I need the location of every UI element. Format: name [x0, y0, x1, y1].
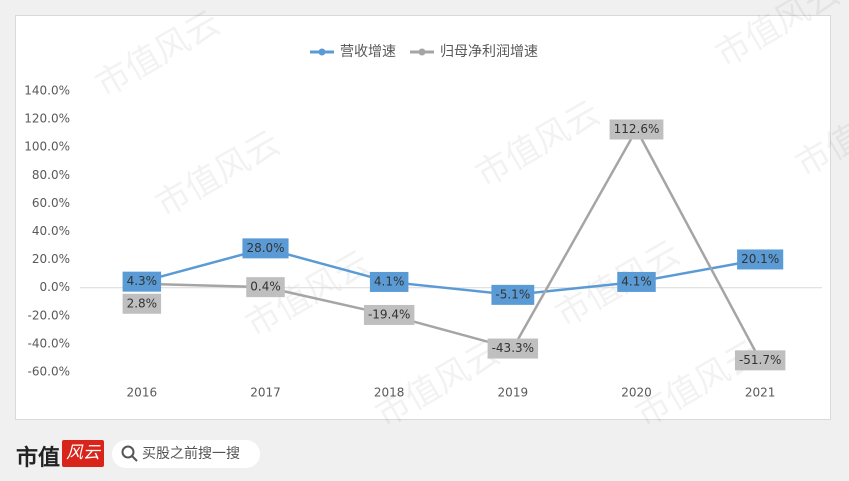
data-label-box	[242, 238, 289, 259]
x-tick-label: 2017	[250, 386, 281, 400]
data-label: -19.4%	[368, 307, 410, 321]
data-label-box	[246, 277, 285, 298]
y-tick-label: -60.0%	[28, 365, 70, 379]
y-tick-label: -40.0%	[28, 336, 70, 350]
data-label: 2.8%	[127, 296, 158, 310]
data-label: 20.1%	[741, 252, 779, 266]
data-label-box	[491, 284, 535, 305]
chart-panel	[15, 15, 831, 420]
y-tick-label: 60.0%	[32, 196, 70, 210]
data-label-box	[617, 271, 656, 292]
x-tick-label: 2020	[621, 386, 652, 400]
search-box[interactable]: 买股之前搜一搜	[112, 440, 260, 468]
logo-badge[interactable]: 风云	[62, 440, 104, 467]
data-label-box	[363, 304, 415, 325]
legend-label: 营收增速	[340, 44, 396, 60]
y-tick-label: 120.0%	[24, 112, 70, 126]
x-tick-label: 2021	[745, 386, 776, 400]
data-label-box	[609, 119, 664, 140]
data-label-box	[487, 338, 539, 359]
legend-marker	[318, 48, 326, 56]
search-icon	[121, 445, 138, 462]
y-tick-label: 0.0%	[40, 280, 71, 294]
data-label-box	[369, 271, 409, 292]
data-label: 28.0%	[246, 241, 284, 255]
data-label-box	[122, 293, 162, 314]
x-tick-label: 2016	[127, 386, 158, 400]
data-label: 4.1%	[374, 274, 405, 288]
search-placeholder: 买股之前搜一搜	[142, 446, 240, 462]
data-label: -43.3%	[492, 341, 534, 355]
series-line	[141, 126, 762, 361]
y-tick-label: 100.0%	[24, 140, 70, 154]
data-label-box	[734, 350, 786, 371]
x-tick-label: 2018	[374, 386, 405, 400]
data-label: 0.4%	[250, 280, 281, 294]
y-tick-label: 80.0%	[32, 168, 70, 182]
data-label: 112.6%	[614, 122, 660, 136]
data-label: -5.1%	[495, 287, 530, 301]
data-label: 4.1%	[621, 274, 652, 288]
x-tick-label: 2019	[498, 386, 529, 400]
data-label-box	[737, 249, 784, 270]
logo[interactable]: 市值	[16, 445, 61, 471]
legend-label: 归母净利润增速	[440, 43, 538, 60]
data-label: 4.3%	[127, 274, 158, 288]
y-tick-label: -20.0%	[28, 308, 70, 322]
y-tick-label: 140.0%	[24, 84, 70, 98]
y-tick-label: 20.0%	[32, 252, 70, 266]
y-tick-label: 40.0%	[32, 224, 70, 238]
footer: 市值 风云 买股之前搜一搜	[0, 428, 849, 481]
data-label-box	[122, 271, 162, 292]
legend-marker	[418, 48, 426, 56]
data-label: -51.7%	[739, 353, 781, 367]
